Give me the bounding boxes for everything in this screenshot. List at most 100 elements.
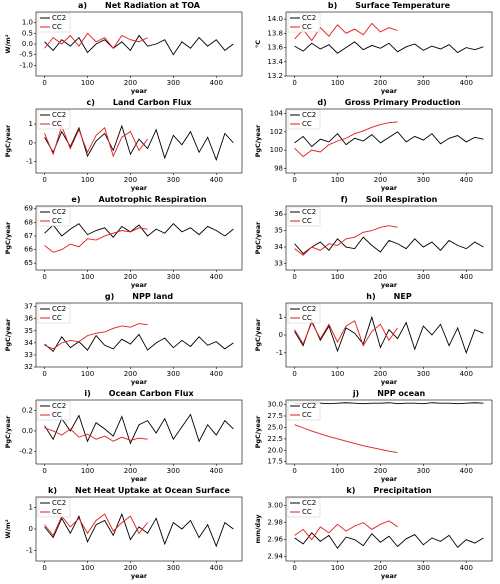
y-tick-label: 17.5 <box>267 458 283 466</box>
y-tick-label: 35 <box>274 227 283 235</box>
series-line <box>294 532 484 549</box>
series-line <box>44 323 148 350</box>
legend-label: CC2 <box>302 402 316 410</box>
legend-label: CC <box>52 23 62 31</box>
y-tick-label: 68 <box>24 218 33 226</box>
y-tick-label: 0.2 <box>22 406 33 414</box>
title-text: Ocean Carbon Flux <box>109 389 195 398</box>
x-tick-label: 300 <box>417 176 430 184</box>
x-tick-label: 100 <box>331 79 344 87</box>
x-tick-label: 300 <box>417 564 430 572</box>
panel-label: g) <box>105 292 114 301</box>
plot-frame <box>285 399 493 465</box>
y-tick-label: 66 <box>24 246 33 254</box>
panel-title: b) Surface Temperature <box>328 1 451 10</box>
panel-label: j) <box>352 389 359 398</box>
x-tick-label: 100 <box>81 467 94 475</box>
x-tick-label: 300 <box>167 564 180 572</box>
x-tick-label: 200 <box>374 370 387 378</box>
series-line <box>294 402 484 405</box>
x-axis-label: year <box>381 475 398 483</box>
x-axis-label: year <box>381 281 398 289</box>
y-axis-label: °C <box>254 40 262 48</box>
x-tick-label: 100 <box>331 467 344 475</box>
legend-label: CC2 <box>52 111 66 119</box>
legend-label: CC2 <box>302 14 316 22</box>
panel-label: a) <box>78 1 87 10</box>
y-tick-label: 1 <box>279 313 283 321</box>
y-tick-label: 33 <box>24 351 33 359</box>
legend-label: CC2 <box>52 305 66 313</box>
y-tick-label: -1 <box>26 158 33 166</box>
panel-label: k) <box>48 486 57 495</box>
legend-label: CC2 <box>302 208 316 216</box>
x-tick-label: 100 <box>331 176 344 184</box>
y-axis-label: PgC/year <box>4 221 12 255</box>
x-tick-label: 100 <box>81 273 94 281</box>
y-tick-label: 67 <box>24 232 33 240</box>
series-line <box>294 236 484 255</box>
legend-label: CC2 <box>302 499 316 507</box>
y-tick-label: 100 <box>270 146 283 154</box>
plot-frame <box>285 108 493 174</box>
y-tick-label: 14.0 <box>267 15 283 23</box>
x-tick-label: 300 <box>417 79 430 87</box>
x-tick-label: 0 <box>42 273 46 281</box>
legend-label: CC <box>52 508 62 516</box>
title-text: Net Radiation at TOA <box>105 1 201 10</box>
panel: f) Soil Respiration year PgC/year 0 100 200 300… <box>254 195 493 289</box>
panel: a) Net Radiation at TOA year W/m² 0 100 200 300… <box>4 1 243 95</box>
y-tick-label: 2.94 <box>267 553 283 561</box>
y-tick-label: 1 <box>29 120 33 128</box>
x-tick-label: 0 <box>292 79 296 87</box>
y-tick-label: 0 <box>29 525 33 533</box>
y-tick-label: 65 <box>24 259 33 267</box>
y-tick-label: 98 <box>274 164 283 172</box>
x-tick-label: 300 <box>167 273 180 281</box>
panel-label: k) <box>346 486 355 495</box>
legend-label: CC2 <box>302 305 316 313</box>
legend-label: CC <box>302 217 312 225</box>
panel-title: h) NEP <box>366 292 412 301</box>
y-tick-label: 13.2 <box>267 72 283 80</box>
x-tick-label: 300 <box>167 79 180 87</box>
x-axis-label: year <box>131 572 148 580</box>
legend-label: CC <box>302 23 312 31</box>
x-tick-label: 300 <box>417 467 430 475</box>
x-tick-label: 400 <box>210 176 223 184</box>
panel-title: g) NPP land <box>105 292 173 301</box>
x-axis-label: year <box>381 87 398 95</box>
x-tick-label: 200 <box>124 273 137 281</box>
series-line <box>44 427 148 442</box>
y-tick-label: 69 <box>24 205 33 213</box>
y-tick-label: 2.98 <box>267 519 283 527</box>
title-text: NEP <box>394 292 412 301</box>
y-axis-label: PgC/year <box>4 124 12 158</box>
y-axis-label: mm/day <box>254 514 262 544</box>
panel-title: f) Soil Respiration <box>341 195 438 204</box>
x-axis-label: year <box>381 572 398 580</box>
panel: b) Surface Temperature year °C 0 100 200 300 400… <box>254 1 493 95</box>
x-tick-label: 100 <box>81 79 94 87</box>
y-tick-label: 104 <box>270 110 284 118</box>
x-tick-label: 0 <box>42 467 46 475</box>
series-line <box>294 22 398 42</box>
panel-label: d) <box>317 98 326 107</box>
x-tick-label: 300 <box>417 370 430 378</box>
panel-title: a) Net Radiation at TOA <box>78 1 201 10</box>
plot-frame <box>285 496 493 562</box>
y-tick-label: 0 <box>29 139 33 147</box>
x-tick-label: 200 <box>374 176 387 184</box>
y-axis-label: PgC/year <box>4 415 12 449</box>
y-tick-label: 34 <box>274 243 283 251</box>
y-tick-label: -1.0 <box>19 61 33 69</box>
y-tick-label: 13.4 <box>267 58 283 66</box>
panel-title: e) Autotrophic Respiration <box>71 195 206 204</box>
series-line <box>44 333 234 352</box>
y-axis-label: PgC/year <box>4 318 12 352</box>
series-line <box>44 223 234 239</box>
